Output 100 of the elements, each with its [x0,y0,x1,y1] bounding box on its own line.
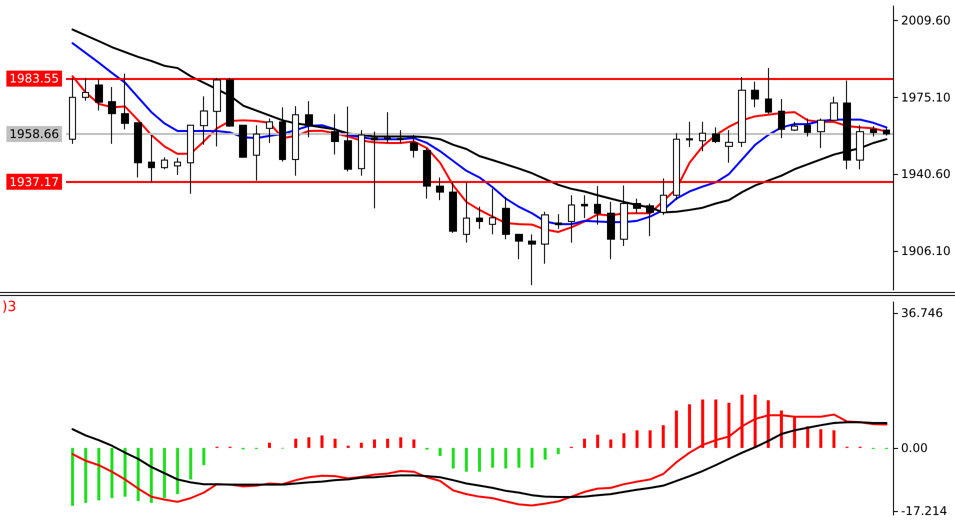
candlestick [279,106,286,162]
candlestick [502,196,510,240]
candlestick [449,182,457,234]
bar [412,439,416,448]
bar [556,448,560,454]
bar [596,434,600,448]
bar [662,425,665,448]
bar [622,433,626,448]
candlestick [82,77,89,102]
bar [491,448,494,468]
candlestick [830,96,838,121]
bar [360,442,363,448]
bar [832,430,836,448]
candlestick [344,106,352,172]
bar [71,448,74,506]
bar [150,448,153,503]
candlestick [489,188,496,235]
bar [544,448,547,460]
bar [504,448,508,468]
candlestick [568,194,575,244]
bar [688,404,692,448]
bar [793,416,796,448]
bar [530,448,534,468]
bar [372,439,376,448]
candlestick [463,182,470,244]
bar [648,430,652,448]
bar [386,438,390,448]
candlestick [686,121,693,148]
y-tick-label: 36.746 [901,306,943,320]
candlestick [883,128,890,136]
ref-line-label: 1983.55 [9,72,59,86]
candlestick [528,234,536,286]
bar [464,448,468,472]
candlestick [187,124,194,194]
bar [202,448,206,466]
candlestick [397,130,404,144]
bar [162,448,166,498]
candlestick [161,156,168,170]
candlestick [607,201,615,260]
candlestick [555,214,562,230]
bar [97,448,100,500]
candlestick [121,73,129,130]
bar [189,448,192,480]
candlestick [371,131,378,209]
y-tick-label: -17.214 [901,504,948,518]
candlestick [266,118,273,144]
candlestick [673,132,680,201]
candlestick [699,121,706,152]
candlestick [423,148,431,200]
bar [176,448,180,494]
bar [124,448,127,497]
candlestick [95,78,103,112]
bar [583,438,586,448]
candlestick [791,121,798,132]
candlestick [108,86,116,144]
candlestick [778,98,785,139]
bar [268,442,271,448]
bar [136,448,140,502]
candlestick [476,206,483,230]
bar [452,448,455,468]
candlestick [384,112,391,144]
candlestick [213,77,221,147]
ref-line-label: 1937.17 [9,174,59,189]
y-tick-label: 1940.60 [901,167,951,182]
candlestick [148,134,155,183]
candlestick [410,134,418,158]
y-tick-label: 2009.60 [901,14,951,28]
candlestick [436,176,444,201]
candlestick [515,234,523,260]
candlestick [712,126,720,144]
candlestick [69,77,76,144]
y-tick-label: 1975.10 [901,90,951,104]
candlestick [804,118,811,138]
candlestick [870,126,877,138]
candlestick [856,124,864,170]
y-tick-label: 1906.10 [901,244,951,258]
ref-line-label: 1958.66 [9,126,59,141]
bar [438,448,442,456]
bar [84,448,88,503]
bar [399,437,402,448]
bar [110,448,114,498]
candlestick [239,124,247,158]
bar [320,435,324,448]
candlestick [765,68,772,114]
candlestick [226,77,234,128]
bar [517,448,520,468]
candlestick [331,114,339,156]
candlestick [581,194,588,219]
candlestick [843,80,851,170]
candlestick [738,76,746,148]
bar [636,430,639,448]
bar [674,410,678,448]
candlestick [200,96,208,146]
candlestick [725,130,733,164]
text: )3 [2,299,16,315]
candlestick [174,157,181,176]
bar [819,429,822,448]
bar [334,438,337,448]
bar [609,439,612,448]
candlestick [358,130,365,176]
